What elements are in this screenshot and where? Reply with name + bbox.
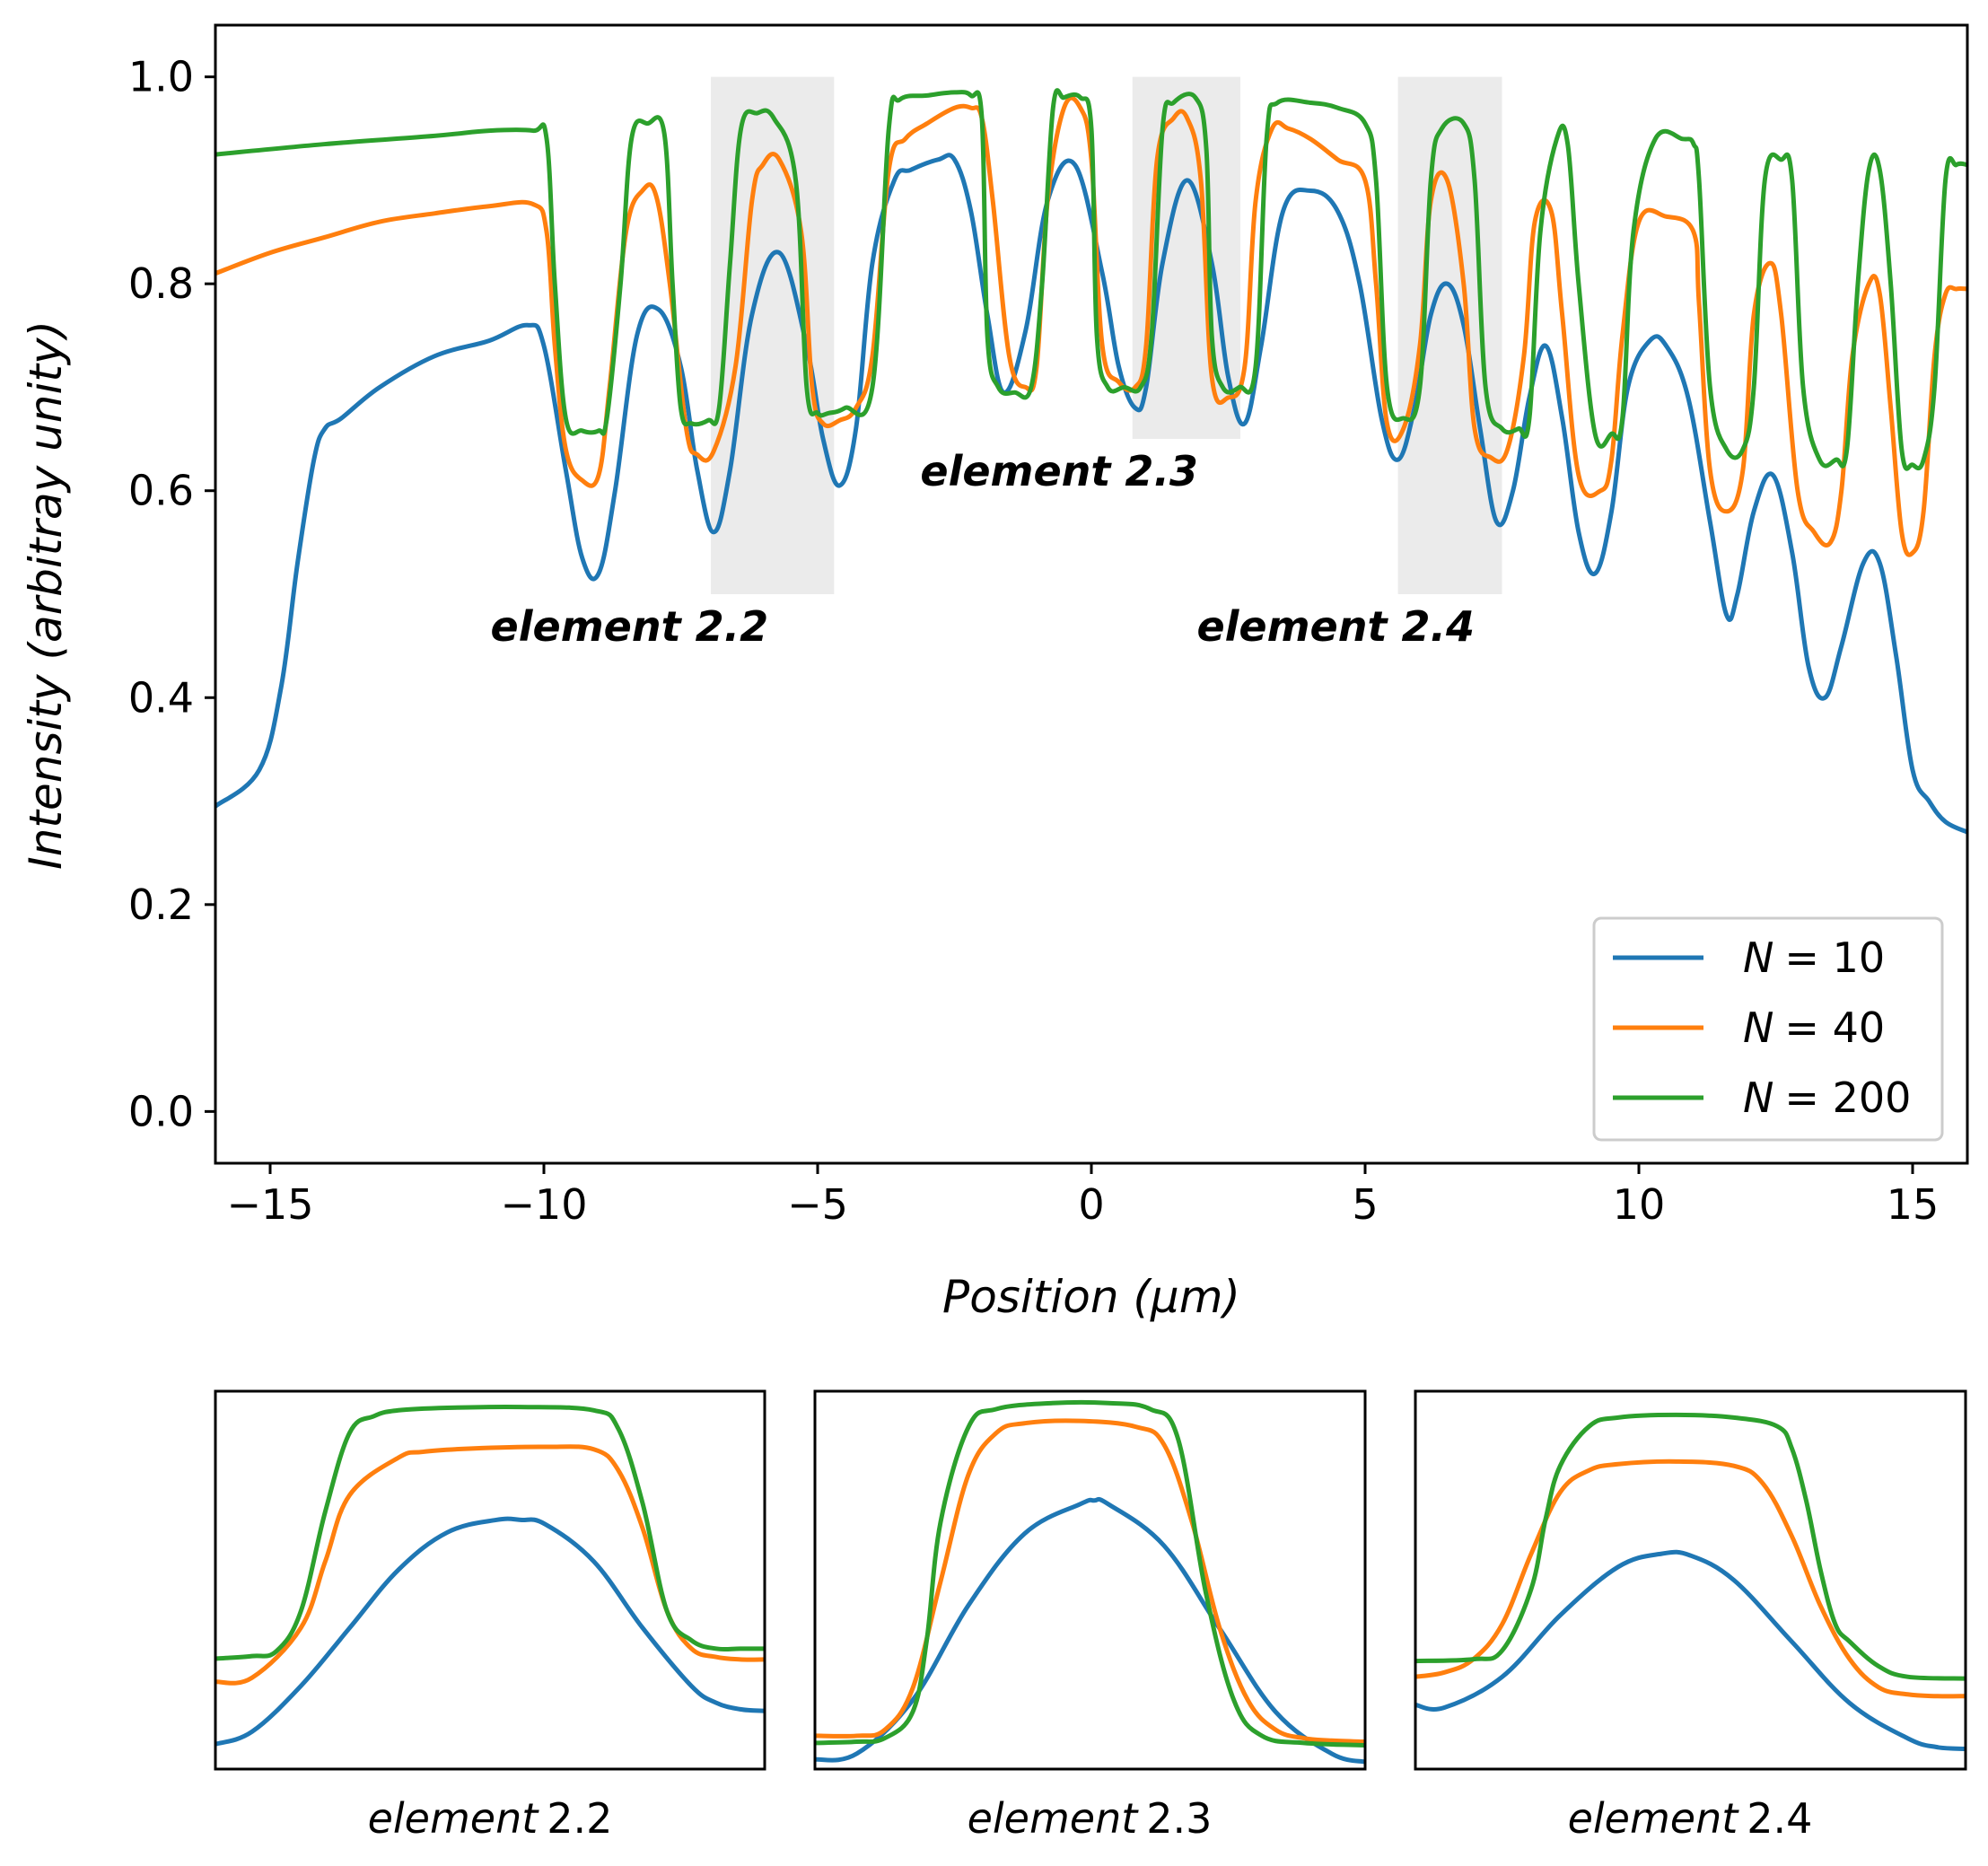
shaded-regions bbox=[711, 76, 1502, 595]
y-tick-label: 0.8 bbox=[128, 259, 194, 308]
y-tick-label: 0.4 bbox=[128, 673, 194, 722]
inset-frame bbox=[1414, 1389, 1967, 1771]
x-tick-label: 15 bbox=[1887, 1180, 1940, 1229]
inset-label-element-2-2: element 2.2 bbox=[368, 1794, 613, 1843]
inset-series-line-n40 bbox=[1415, 1459, 1966, 1699]
shaded-region-2 bbox=[711, 76, 835, 595]
y-axis-ticks: 0.0 0.2 0.4 0.6 0.8 1.0 bbox=[128, 53, 215, 1135]
inset-frame bbox=[214, 1389, 766, 1771]
x-tick-label: 5 bbox=[1352, 1180, 1378, 1229]
inset-element-2-4 bbox=[1414, 1389, 1967, 1771]
y-axis-label: Intensity (arbitray unity) bbox=[20, 320, 72, 870]
main-chart: −15 −10 −5 0 5 10 15 0.0 0.2 0.4 0.6 0.8 1.0 Positi… bbox=[20, 23, 1969, 1323]
legend-label-n200: N = 200 bbox=[1743, 1073, 1911, 1122]
main-plot-lines bbox=[215, 88, 1967, 835]
inset-lines bbox=[1415, 1412, 1966, 1751]
inset-series-line-n40 bbox=[815, 1418, 1365, 1745]
y-tick-label: 0.2 bbox=[128, 880, 194, 929]
inset-series-line-n10 bbox=[815, 1496, 1365, 1765]
y-tick-label: 1.0 bbox=[128, 53, 194, 101]
legend-label-n10: N = 10 bbox=[1743, 933, 1885, 982]
inset-label-element-2-3: element 2.3 bbox=[968, 1794, 1213, 1843]
region-annotation-label: element 2.4 bbox=[1196, 602, 1475, 651]
inset-label-element-2-4: element 2.4 bbox=[1568, 1794, 1813, 1843]
inset-series-line-n200 bbox=[815, 1399, 1365, 1748]
x-tick-label: 10 bbox=[1613, 1180, 1666, 1229]
series-line-n40 bbox=[215, 95, 1967, 557]
shaded-region-4 bbox=[1397, 76, 1502, 595]
legend-box bbox=[1592, 916, 1944, 1142]
x-axis-ticks: −15 −10 −5 0 5 10 15 bbox=[226, 1163, 1939, 1229]
x-tick-label: −5 bbox=[787, 1180, 848, 1229]
inset-series-line-n200 bbox=[215, 1404, 765, 1661]
inset-series-line-n200 bbox=[1415, 1412, 1966, 1681]
inset-series-line-n10 bbox=[1415, 1549, 1966, 1751]
inset-series-line-n40 bbox=[215, 1444, 765, 1686]
inset-series-line-n10 bbox=[215, 1516, 765, 1747]
x-tick-label: 0 bbox=[1078, 1180, 1104, 1229]
legend: N = 10 N = 40 N = 200 bbox=[1592, 916, 1944, 1142]
series-line-n200 bbox=[215, 88, 1967, 471]
region-annotation-label: element 2.2 bbox=[491, 602, 769, 651]
y-tick-label: 0.6 bbox=[128, 467, 194, 515]
series-line-n10 bbox=[215, 153, 1967, 835]
region-annotations: element 2.2 element 2.3 element 2.4 bbox=[491, 447, 1475, 651]
x-axis-label: Position (μm) bbox=[942, 1271, 1240, 1323]
inset-lines bbox=[215, 1404, 765, 1747]
region-annotation-label: element 2.3 bbox=[920, 447, 1198, 495]
inset-element-2-3 bbox=[813, 1389, 1367, 1771]
legend-label-n40: N = 40 bbox=[1743, 1003, 1885, 1052]
inset-frame bbox=[813, 1389, 1367, 1771]
x-tick-label: −15 bbox=[226, 1180, 313, 1229]
inset-element-2-2 bbox=[214, 1389, 766, 1771]
inset-lines bbox=[815, 1399, 1365, 1765]
x-tick-label: −10 bbox=[500, 1180, 587, 1229]
y-tick-label: 0.0 bbox=[128, 1087, 194, 1135]
